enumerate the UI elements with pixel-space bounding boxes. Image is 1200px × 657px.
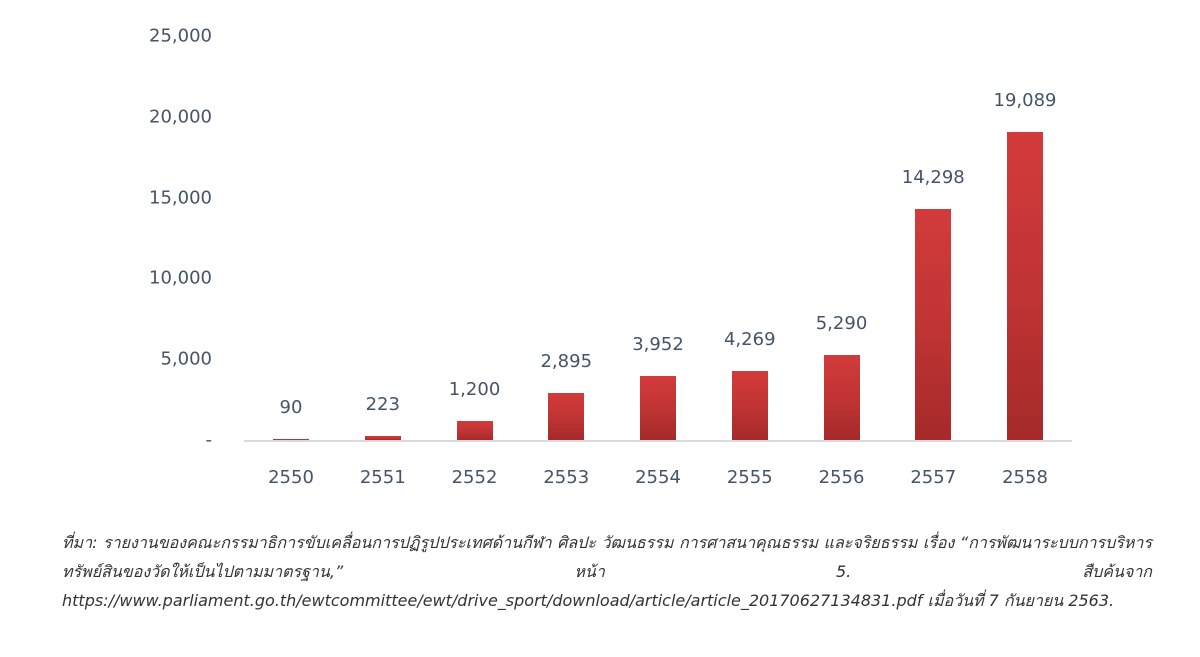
x-tick-label: 2550 <box>268 467 314 488</box>
y-tick-label: 25,000 <box>149 25 212 47</box>
bar-2558 <box>1007 131 1043 440</box>
y-tick-label: 5,000 <box>160 348 212 370</box>
source-citation: ที่มา: รายงานของคณะกรรมาธิการขับเคลื่อนก… <box>62 533 1152 610</box>
x-tick-label: 2551 <box>359 467 406 488</box>
bar-2556 <box>823 354 860 440</box>
value-label: 90 <box>279 396 303 418</box>
value-label: 19,089 <box>993 89 1057 111</box>
bar-2555 <box>731 371 768 440</box>
y-tick-label: 10,000 <box>149 267 212 289</box>
y-tick-label: - <box>205 429 213 451</box>
x-tick-label: 2558 <box>1002 467 1048 488</box>
x-tick-label: 2554 <box>635 467 681 488</box>
x-tick-label: 2553 <box>543 467 590 488</box>
bar-2550 <box>273 438 309 440</box>
value-label: 14,298 <box>901 166 965 188</box>
value-label: 4,269 <box>723 329 776 350</box>
x-tick-label: 2557 <box>910 467 957 488</box>
bar-2554 <box>640 376 676 440</box>
bar-chart: - 5,000 10,000 15,000 20,000 25,000 90 2550 223… <box>149 25 1072 488</box>
value-label: 5,290 <box>815 312 868 334</box>
bar-2552 <box>456 420 493 440</box>
x-tick-label: 2556 <box>818 467 865 488</box>
value-label: 223 <box>365 394 400 416</box>
bar-2557 <box>915 208 952 440</box>
y-tick-label: 15,000 <box>149 187 212 209</box>
value-label: 1,200 <box>448 378 501 400</box>
x-tick-label: 2552 <box>451 467 498 488</box>
x-tick-label: 2555 <box>726 467 773 488</box>
x-axis-line <box>244 440 1072 442</box>
bar-2551 <box>364 436 401 440</box>
y-tick-label: 20,000 <box>149 106 212 128</box>
value-label: 2,895 <box>540 351 593 373</box>
value-label: 3,952 <box>632 334 684 356</box>
bar-2553 <box>548 393 585 440</box>
